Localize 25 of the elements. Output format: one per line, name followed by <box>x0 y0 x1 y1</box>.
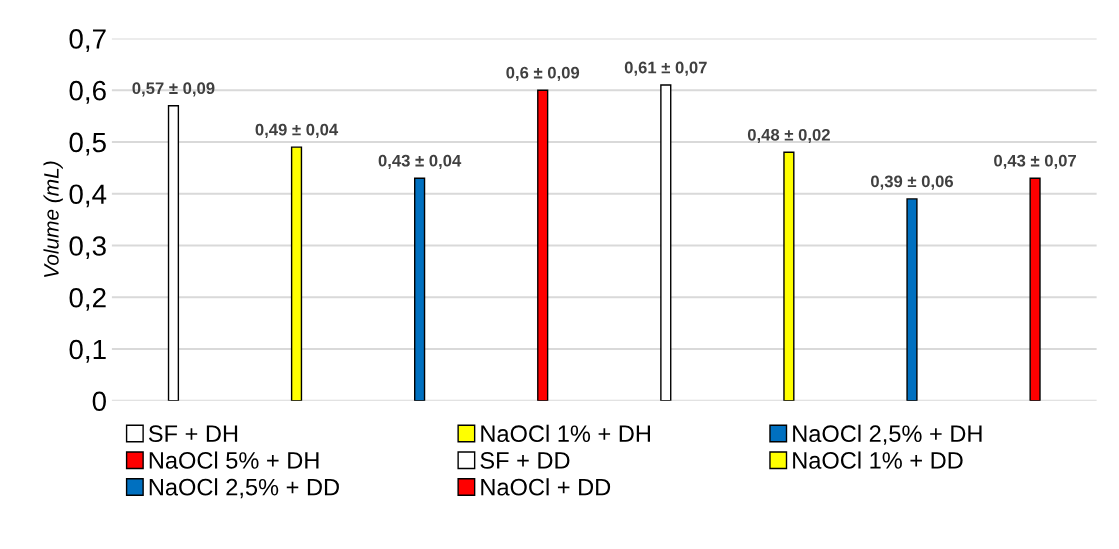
y-tick-label: 0,6 <box>69 80 106 104</box>
data-label: 0,49 ± 0,04 <box>255 123 339 138</box>
y-tick-label: 0,4 <box>69 184 107 208</box>
data-label: 0,43 ± 0,04 <box>378 154 462 169</box>
data-label: 0,6 ± 0,09 <box>506 66 580 81</box>
y-tick-label: 0,7 <box>69 29 106 53</box>
data-label: 0,61 ± 0,07 <box>624 61 707 76</box>
data-label: 0,43 ± 0,07 <box>994 154 1076 169</box>
legend-label: NaOCl 1% + DH <box>481 424 650 443</box>
y-axis-title: Volume (mL) <box>43 161 63 278</box>
y-tick-label: 0,3 <box>69 236 106 260</box>
legend-label: NaOCl + DD <box>481 478 611 496</box>
legend-label: SF + DH <box>148 425 238 443</box>
legend-label: NaOCl 5% + DH <box>149 451 319 469</box>
data-label: 0,48 ± 0,02 <box>747 128 830 144</box>
legend-label: NaOCl 1% + DD <box>793 451 963 469</box>
legend-label: NaOCl 2,5% + DD <box>149 478 339 499</box>
y-tick-label: 0,5 <box>69 132 106 156</box>
legend-label: NaOCl 2,5% + DH <box>793 424 982 445</box>
y-tick-label: 0,2 <box>69 287 106 311</box>
data-label: 0,57 ± 0,09 <box>132 82 215 97</box>
y-tick-label: 0 <box>92 391 106 412</box>
legend-label: SF + DD <box>480 452 570 469</box>
y-tick-label: 0,1 <box>69 339 106 363</box>
data-label: 0,39 ± 0,06 <box>871 175 954 190</box>
